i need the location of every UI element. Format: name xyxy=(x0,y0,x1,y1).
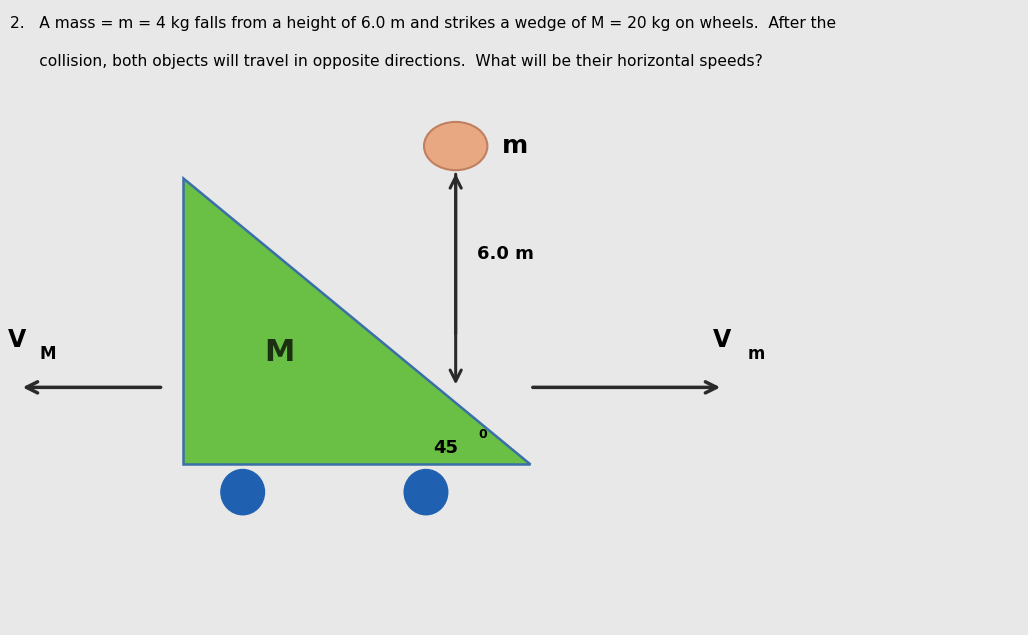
Ellipse shape xyxy=(221,469,264,515)
Text: V: V xyxy=(713,328,732,352)
Polygon shape xyxy=(183,178,530,464)
Ellipse shape xyxy=(424,122,487,170)
Text: m: m xyxy=(503,134,528,158)
Ellipse shape xyxy=(404,469,448,515)
Text: M: M xyxy=(264,338,294,367)
Text: 6.0 m: 6.0 m xyxy=(477,245,535,263)
Text: collision, both objects will travel in opposite directions.  What will be their : collision, both objects will travel in o… xyxy=(10,54,763,69)
Text: 2.   A mass = m = 4 kg falls from a height of 6.0 m and strikes a wedge of M = 2: 2. A mass = m = 4 kg falls from a height… xyxy=(10,16,836,31)
Text: 45: 45 xyxy=(433,439,458,457)
Text: m: m xyxy=(748,345,765,363)
Text: 0: 0 xyxy=(478,429,487,441)
Text: M: M xyxy=(40,345,57,363)
Text: V: V xyxy=(8,328,26,352)
